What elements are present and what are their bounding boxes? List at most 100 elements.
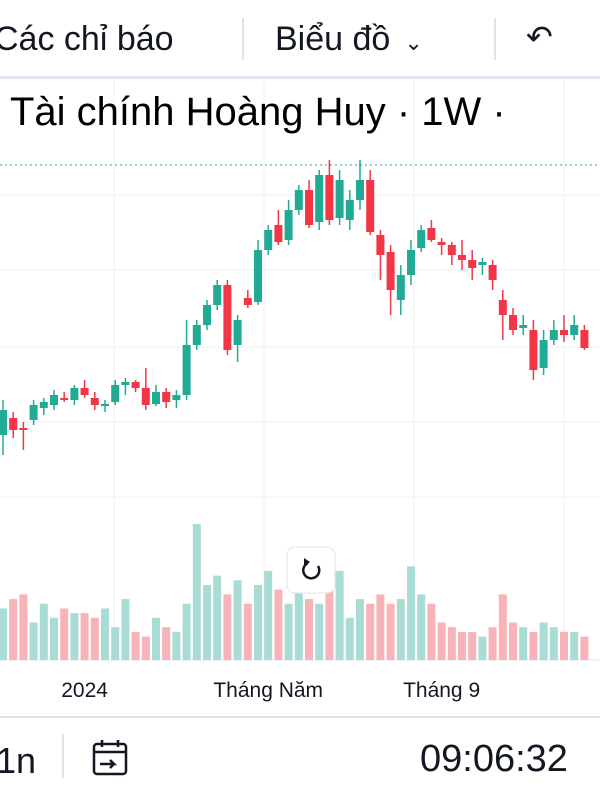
toolbar-border [0,76,600,79]
x-tick-label: Tháng Năm [213,679,323,702]
volume-bar [560,631,568,660]
volume-bar [529,631,538,660]
candle-body [111,385,120,402]
volume-bar [509,622,517,660]
volume-bar [519,627,528,660]
volume-bar [305,599,313,660]
candle-body [560,330,568,335]
candle-body [0,410,7,435]
chart-title: Tài chính Hoàng Huy · 1W · [10,90,506,134]
candle-body [529,330,538,370]
candle-body [478,262,487,265]
separator [494,18,496,60]
volume-bar [60,608,69,660]
chart-menu-label: Biểu đồ [275,20,391,58]
volume-bar [70,613,79,660]
candle-body [437,242,446,245]
volume-bar [570,631,579,660]
undo-button[interactable]: ↶ [526,19,553,55]
candle-body [70,388,79,400]
candle-body [60,398,69,400]
volume-bar [376,594,385,660]
candle-body [345,200,354,220]
candle-body [50,395,58,405]
candle-body [223,285,232,350]
volume-bar [141,636,150,660]
clock: 09:06:32 [420,738,568,780]
candle-body [580,330,589,348]
volume-bar [0,608,7,660]
volume-bar [50,617,58,660]
volume-bar [447,627,456,660]
candle-body [101,404,109,406]
candle-body [192,325,201,345]
volume-bar [29,622,38,660]
candle-body [233,320,242,345]
chart-menu-button[interactable]: Biểu đồ ⌄ [275,20,423,59]
candle-body [152,392,160,404]
volume-bar [366,603,375,660]
candle-body [325,175,334,220]
candle-body [335,180,344,218]
candle-body [264,230,273,250]
chart: Tài chính Hoàng Huy · 1W · 2024 Tháng Năm… [0,80,600,702]
volume-bar [254,585,262,660]
candle-body [570,325,579,335]
volume-bar [468,631,477,660]
volume-bar [111,627,120,660]
candle-body [315,175,324,222]
candle-body [39,402,48,408]
volume-bar [427,603,436,660]
candle-body [172,395,181,400]
volume-bar [19,594,28,660]
candle-body [141,388,150,405]
volume-bar [264,570,273,660]
candle-body [203,305,211,325]
candle-body [488,265,497,280]
volume-bar [539,622,548,660]
volume-bar [325,556,334,660]
volume-bar [39,603,48,660]
candle-body [294,190,303,210]
volume-bar [213,575,222,660]
candle-body [213,285,222,305]
candle-body [366,180,375,232]
candle-body [9,418,18,430]
candle-body [284,210,293,240]
candle-body [162,392,171,402]
volume-bar [192,524,201,660]
goto-date-icon[interactable] [90,738,130,778]
candle-body [519,325,528,328]
interval-button[interactable]: 1n [0,740,37,781]
volume-bar [549,627,558,660]
candle-body [376,235,385,255]
volume-bar [345,617,354,660]
volume-bar [182,603,191,660]
footer-border [0,716,600,718]
volume-bar [458,631,466,660]
candle-body [498,300,507,315]
volume-bar [315,603,324,660]
volume-bar [131,631,140,660]
indicators-button[interactable]: Các chỉ báo [0,20,174,58]
candle-body [182,345,191,395]
candle-body [447,245,456,255]
candle-body [19,428,28,430]
volume-bar [396,599,405,660]
volume-bar [121,599,130,660]
candle-body [539,340,548,368]
candle-body [509,315,517,330]
candle-body [254,250,262,302]
volume-bar [233,580,242,660]
reset-button[interactable] [286,546,336,594]
candle-body [243,298,252,305]
candle-body [396,275,405,300]
volume-bar [172,631,181,660]
volume-bar [162,627,171,660]
candle-body [29,405,38,420]
candle-body [131,382,140,388]
separator [242,18,244,60]
x-tick-label: 2024 [61,679,108,702]
candle-body [458,255,466,260]
